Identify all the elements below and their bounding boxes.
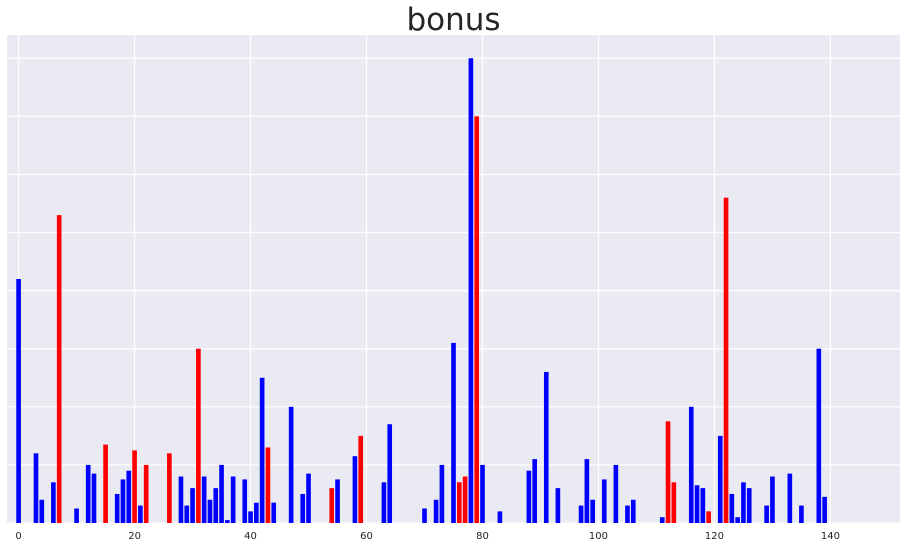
bar-0 [16,279,21,523]
bar-112 [665,421,671,523]
bar-49 [300,493,306,523]
bar-103 [613,464,619,523]
bar-13 [91,473,97,523]
bar-42 [259,377,265,523]
chart-title: bonus [406,2,501,38]
bar-63 [381,482,387,523]
bar-122 [723,197,729,524]
bar-55 [335,479,340,523]
bar-130 [770,476,775,523]
bar-118 [700,488,706,523]
bar-15 [103,444,108,523]
bar-17 [114,493,120,523]
x-tick-label: 80 [476,531,489,542]
bar-6 [51,482,56,523]
bar-116 [688,406,694,523]
bar-93 [555,488,561,523]
bar-34 [213,488,219,523]
bar-76 [456,482,462,523]
bar-91 [543,371,549,523]
bar-139 [822,496,827,523]
bar-40 [248,511,253,523]
bar-21 [138,505,143,523]
bar-59 [358,435,364,523]
bar-72 [433,499,439,523]
bar-32 [201,476,207,523]
bar-138 [816,348,822,523]
bar-33 [207,499,213,523]
bar-78 [468,58,474,524]
bar-111 [659,517,665,523]
bar-64 [387,424,393,523]
bar-47 [288,406,294,523]
bar-58 [352,456,358,523]
bar-83 [497,511,503,523]
bar-77 [462,476,468,523]
bar-35 [219,464,224,523]
bar-4 [39,499,45,523]
bar-3 [33,453,39,523]
bars [16,58,827,524]
x-tick-label: 20 [128,531,141,542]
bar-121 [717,435,723,523]
bar-89 [532,459,537,523]
bar-10 [74,508,79,523]
bar-7 [56,215,62,523]
bar-133 [787,473,793,523]
bar-39 [242,479,248,523]
bar-43 [265,447,271,523]
bar-22 [143,464,149,523]
bar-80 [480,464,485,523]
bar-36 [225,520,230,523]
bar-88 [526,470,532,523]
bar-20 [132,450,137,523]
bar-125 [741,482,746,523]
bar-44 [271,502,277,523]
bar-135 [799,505,804,523]
bar-119 [706,511,711,523]
x-tick-label: 140 [821,531,840,542]
bar-98 [584,459,590,523]
x-tick-label: 60 [360,531,373,542]
bar-37 [230,476,236,523]
x-axis-tick-labels: 0 20 40 60 80 100 120 140 [15,531,840,542]
bar-126 [746,488,752,523]
bar-12 [85,464,91,523]
bar-123 [729,493,735,523]
bar-18 [120,479,126,523]
bar-105 [625,505,630,523]
bar-129 [764,505,769,523]
bar-113 [671,482,677,523]
bar-28 [178,476,184,523]
bar-30 [190,488,195,523]
bar-50 [306,473,311,523]
bar-124 [735,517,740,523]
bar-31 [196,348,201,523]
bar-26 [167,453,172,523]
bar-101 [601,479,607,523]
bar-41 [254,502,259,523]
bar-75 [451,342,456,523]
bar-97 [578,505,584,523]
bar-54 [329,488,335,523]
x-tick-label: 100 [589,531,608,542]
bar-79 [474,116,480,523]
bar-70 [422,508,427,523]
x-tick-label: 120 [705,531,724,542]
bar-73 [439,464,445,523]
x-tick-label: 40 [244,531,257,542]
x-tick-label: 0 [15,531,21,542]
bar-117 [694,485,700,523]
bar-99 [590,499,595,523]
bar-19 [126,470,132,523]
bar-106 [630,499,636,523]
bar-29 [184,505,190,523]
